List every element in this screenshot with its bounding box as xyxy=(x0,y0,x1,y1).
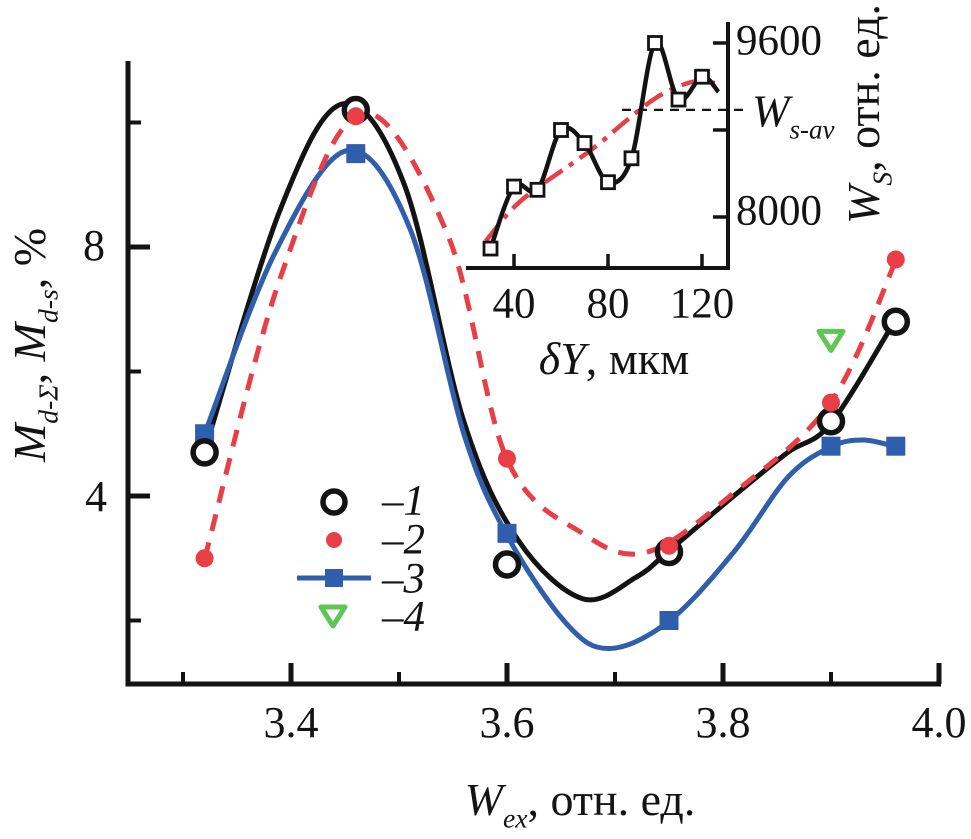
inset-y-tick-label-9600: 9600 xyxy=(736,17,822,65)
legend-label-4: –4 xyxy=(382,593,425,641)
inset-x-tick-label-120: 120 xyxy=(669,280,735,328)
main-y-tick-label-4: 4 xyxy=(85,472,107,521)
inset-x-tick-label-40: 40 xyxy=(492,280,536,328)
series-2-marker xyxy=(660,536,678,555)
inset-x-tick-label-80: 80 xyxy=(586,280,630,328)
inset-y-tick-label-8000: 8000 xyxy=(736,187,822,235)
inset-measured-marker xyxy=(529,181,546,198)
legend-marker-square xyxy=(325,569,343,587)
legend-marker-open-triangle xyxy=(318,604,348,629)
series-1-curve xyxy=(202,101,898,603)
series-1-marker xyxy=(881,307,911,336)
series-1-marker xyxy=(816,407,846,436)
ws-average-annotation: Ws-av xyxy=(752,86,835,145)
series-3-marker xyxy=(659,611,679,630)
series-2-marker xyxy=(886,250,905,269)
series-2-marker xyxy=(498,449,516,468)
legend-marker-open-circle xyxy=(320,488,348,516)
main-x-tick-label-4.0: 4.0 xyxy=(911,698,967,747)
inset-x-axis-label: δY, мкм xyxy=(538,333,690,384)
series-2-marker xyxy=(346,107,365,126)
series-3-marker xyxy=(195,424,215,444)
series-3-marker xyxy=(821,436,841,456)
legend-label-3: –3 xyxy=(382,555,425,603)
main-y-axis-label: Md-Σ, Md-s, % xyxy=(4,227,64,463)
legend-label-2: –2 xyxy=(382,516,425,564)
legend-label-1: –1 xyxy=(382,477,425,525)
legend-marker-dot xyxy=(326,532,342,548)
series-1-marker xyxy=(492,550,522,579)
main-x-tick-label-3.6: 3.6 xyxy=(479,698,535,747)
main-y-tick-label-8: 8 xyxy=(83,221,105,270)
series-1-marker xyxy=(190,438,219,467)
series-2-marker xyxy=(195,549,214,568)
series-3-curve xyxy=(202,147,897,652)
series-2-marker xyxy=(822,393,840,412)
series-4-marker xyxy=(816,328,846,353)
main-x-axis-label: Wex, отн. ед. xyxy=(464,774,696,834)
series-3-marker xyxy=(886,436,906,456)
inset-trend-curve xyxy=(484,78,717,243)
inset-measured-marker xyxy=(623,150,640,167)
inset-measured-marker xyxy=(647,35,663,51)
inset-measured-marker xyxy=(600,174,616,191)
inset-measured-marker xyxy=(576,135,593,151)
series-3-marker xyxy=(497,523,517,543)
series-3-marker xyxy=(346,144,366,164)
main-x-tick-label-3.8: 3.8 xyxy=(695,698,751,747)
inset-measured-marker xyxy=(694,68,710,85)
main-x-tick-label-3.4: 3.4 xyxy=(263,698,319,747)
inset-measured-marker xyxy=(670,91,687,108)
inset-measured-marker xyxy=(553,122,569,138)
inset-y-axis-label: WS, отн. ед. xyxy=(838,4,898,224)
inset-measured-curve xyxy=(488,39,721,250)
inset-measured-marker xyxy=(506,178,522,195)
series-2-curve xyxy=(202,110,899,560)
inset-measured-marker xyxy=(482,240,499,257)
